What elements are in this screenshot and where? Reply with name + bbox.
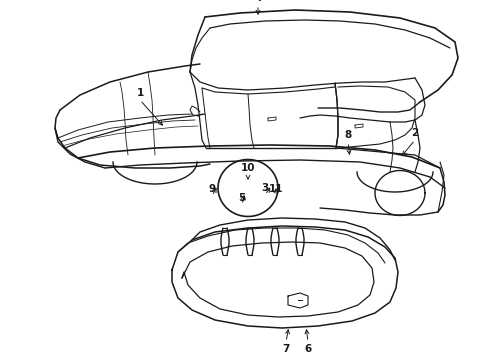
Text: 2: 2: [412, 128, 418, 138]
Text: 3: 3: [261, 183, 269, 193]
Text: 6: 6: [304, 344, 312, 354]
Text: 5: 5: [238, 193, 245, 203]
Text: 11: 11: [269, 184, 283, 194]
Text: 9: 9: [208, 184, 216, 194]
Text: 7: 7: [282, 344, 290, 354]
Text: 8: 8: [344, 130, 352, 140]
Text: 1: 1: [136, 88, 144, 98]
Text: 4: 4: [254, 0, 262, 3]
Text: 10: 10: [241, 163, 255, 173]
